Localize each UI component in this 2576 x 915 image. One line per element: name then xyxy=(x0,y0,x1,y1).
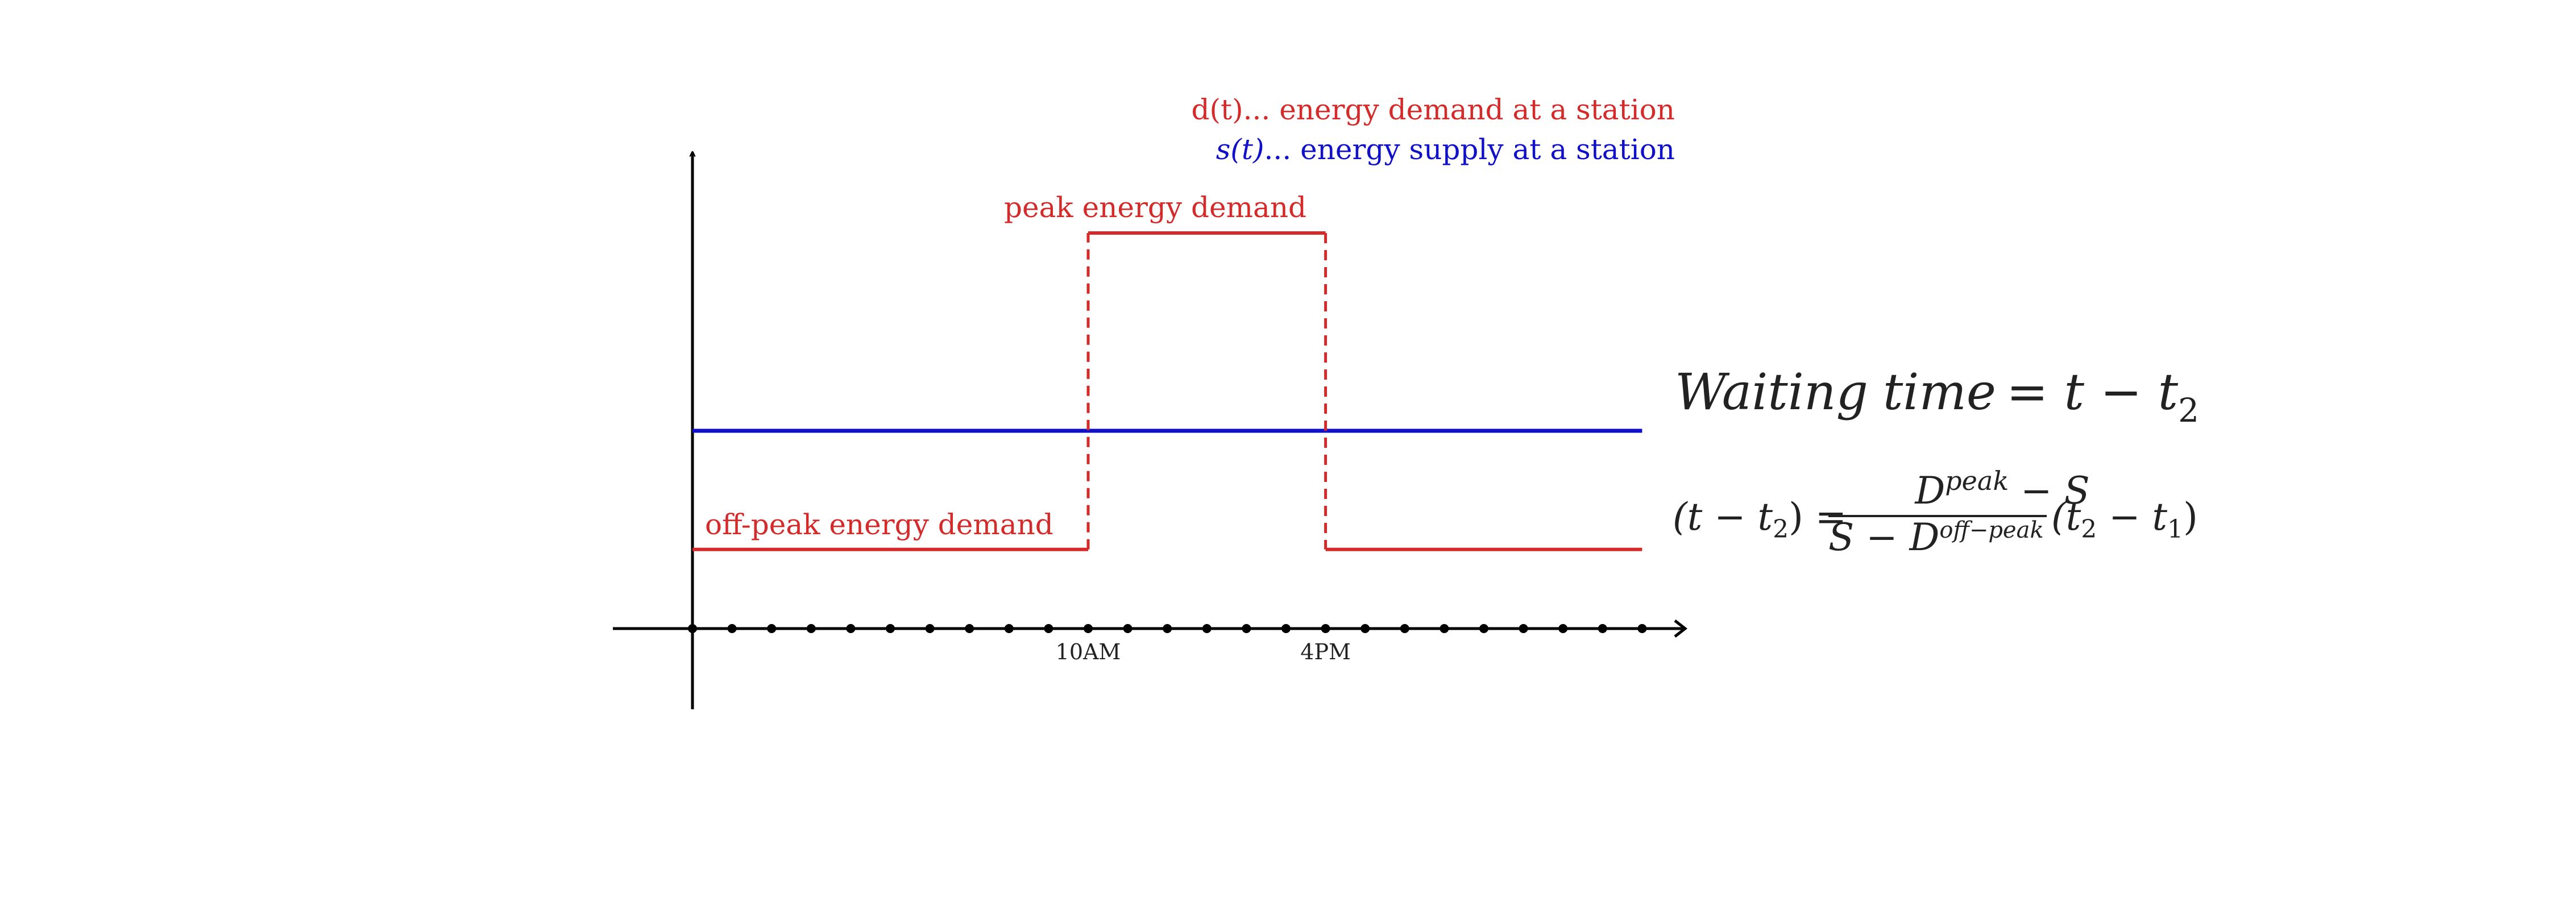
legend-supply: s(t)... energy supply at a station xyxy=(1216,133,1675,166)
x-tick-dot xyxy=(1519,624,1528,633)
x-axis-arrow xyxy=(1674,619,1688,638)
x-tick-dot xyxy=(1479,624,1488,633)
legend-supply-variable: s(t) xyxy=(1216,133,1264,166)
equation-word-time: time xyxy=(1883,363,1996,421)
x-tick-dot xyxy=(1281,624,1291,633)
x-tick-dot xyxy=(1321,624,1330,633)
x-tick-dot xyxy=(886,624,895,633)
x-tick-dot xyxy=(1123,624,1133,633)
x-tick-dot xyxy=(1360,624,1370,633)
x-tick-dot xyxy=(1598,624,1607,633)
equation-subscript: 2 xyxy=(2178,391,2199,430)
x-tick-dot xyxy=(1044,624,1053,633)
tick-label-4pm: 4PM xyxy=(1300,639,1351,664)
formula-numerator: Dpeak − S xyxy=(1914,465,2089,513)
x-tick-dot xyxy=(1004,624,1014,633)
peak-demand-label: peak energy demand xyxy=(1004,191,1306,224)
x-tick-dot xyxy=(925,624,935,633)
x-tick-dot xyxy=(727,624,737,633)
x-tick-dot xyxy=(806,624,816,633)
x-tick-dot xyxy=(1084,624,1093,633)
x-tick-dot xyxy=(846,624,856,633)
tick-label-10am: 10AM xyxy=(1056,639,1121,664)
x-tick-dot xyxy=(965,624,974,633)
x-tick-dot xyxy=(1558,624,1568,633)
x-axis-ticks xyxy=(688,624,1647,633)
legend-demand: d(t)... energy demand at a station xyxy=(1192,93,1675,126)
waiting-time-formula: (t − t2) = Dpeak − S S − Doff−peak (t2 −… xyxy=(1673,465,2198,559)
x-tick-dot xyxy=(688,624,697,633)
formula-lhs: (t − t2) = xyxy=(1673,495,1847,544)
x-tick-dot xyxy=(1400,624,1409,633)
formula-tail: (t2 − t1) xyxy=(2051,495,2198,544)
waiting-time-equation: Waiting time = t − t2 xyxy=(1675,363,2199,430)
equation-word-waiting: Waiting xyxy=(1675,363,1868,421)
x-tick-dot xyxy=(767,624,777,633)
off-peak-demand-label: off-peak energy demand xyxy=(705,508,1053,541)
equation-rhs: = t − t xyxy=(2006,363,2179,421)
formula-denominator: S − Doff−peak xyxy=(1828,515,2044,559)
x-tick-dot xyxy=(1637,624,1647,633)
x-tick-dot xyxy=(1163,624,1172,633)
x-tick-dot xyxy=(1202,624,1212,633)
x-tick-dot xyxy=(1242,624,1251,633)
legend-supply-text: ... energy supply at a station xyxy=(1264,133,1675,166)
x-tick-dot xyxy=(1440,624,1449,633)
